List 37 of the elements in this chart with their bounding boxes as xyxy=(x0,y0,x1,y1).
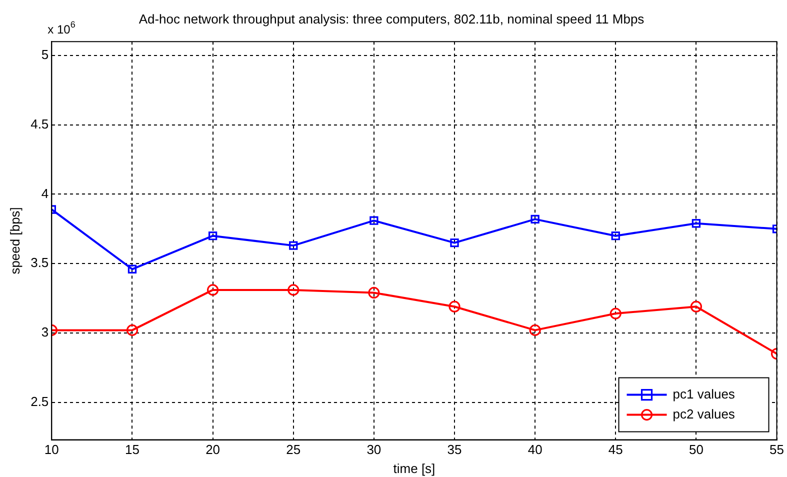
x-tick-label: 25 xyxy=(286,442,301,458)
point xyxy=(450,238,459,248)
legend-label: pc2 values xyxy=(672,406,736,422)
point xyxy=(288,284,300,296)
y-tick-label: 5 xyxy=(41,47,49,62)
x-tick-label: 30 xyxy=(366,442,382,458)
x-tick-label: 15 xyxy=(125,442,140,458)
point xyxy=(128,264,137,274)
point xyxy=(530,214,540,224)
chart-title: Ad-hoc network throughput analysis: three computers, 802.11b, nominal speed 11 Mbps xyxy=(138,11,645,26)
point xyxy=(289,241,298,250)
point xyxy=(370,216,378,225)
point xyxy=(208,232,218,240)
legend-label: pc1 values xyxy=(672,386,736,402)
x-tick-label: 35 xyxy=(447,442,462,458)
point xyxy=(610,308,622,320)
point xyxy=(611,232,620,240)
y-tick-label: 2.5 xyxy=(30,394,49,409)
x-tick-label: 10 xyxy=(44,442,59,458)
point xyxy=(529,324,541,336)
y-tick-label: 3.5 xyxy=(30,255,49,270)
point xyxy=(126,324,138,336)
x-tick-label: 55 xyxy=(770,442,784,458)
y-tick-label: 4 xyxy=(41,186,49,201)
point xyxy=(448,300,460,312)
y-tick-label: 3 xyxy=(41,324,49,340)
x-tick-label: 45 xyxy=(608,442,623,458)
y-axis-title: speed [bps] xyxy=(7,207,22,274)
x-tick-label: 50 xyxy=(688,442,704,458)
point xyxy=(690,300,702,312)
point xyxy=(368,286,380,299)
x-tick-label: 20 xyxy=(206,442,220,458)
x-tick-label: 40 xyxy=(528,442,542,458)
point xyxy=(692,219,701,228)
x-axis-title: time [s] xyxy=(393,460,436,476)
point xyxy=(207,284,219,296)
y-tick-label: 4.5 xyxy=(30,116,49,132)
